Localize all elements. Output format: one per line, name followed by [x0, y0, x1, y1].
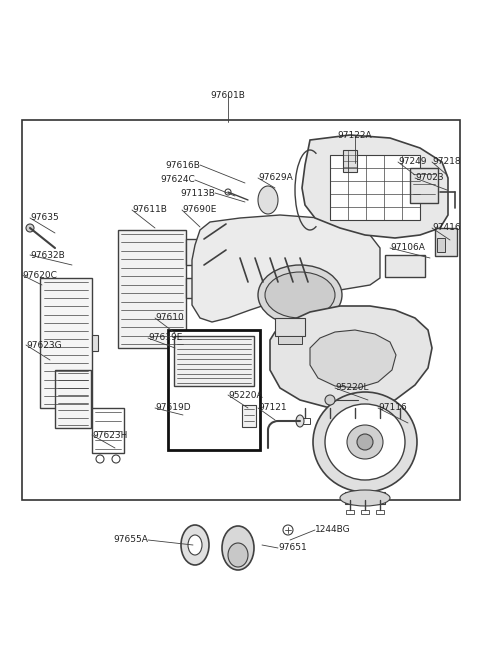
Text: 97611B: 97611B	[132, 206, 167, 214]
Ellipse shape	[296, 415, 304, 427]
Bar	[242, 405, 256, 427]
Text: 97616B: 97616B	[165, 160, 200, 170]
Bar	[375, 418, 385, 424]
Text: 97619E: 97619E	[148, 333, 182, 343]
Text: 97629A: 97629A	[258, 174, 293, 183]
Ellipse shape	[222, 526, 254, 570]
Ellipse shape	[357, 434, 373, 450]
Text: 97249: 97249	[398, 157, 427, 166]
Ellipse shape	[228, 543, 248, 567]
Polygon shape	[192, 215, 380, 322]
Text: 97623G: 97623G	[26, 341, 61, 350]
Text: 97113B: 97113B	[180, 189, 215, 198]
Text: 1244BG: 1244BG	[315, 525, 350, 534]
Text: 97121: 97121	[258, 403, 287, 413]
Bar	[437, 238, 445, 252]
Bar	[343, 150, 357, 172]
Ellipse shape	[340, 490, 390, 506]
Bar	[92, 408, 124, 453]
Circle shape	[112, 455, 120, 463]
Text: 97619D: 97619D	[155, 403, 191, 413]
Text: 97601B: 97601B	[211, 90, 245, 100]
Text: 97122A: 97122A	[338, 130, 372, 140]
Bar	[118, 230, 186, 348]
Ellipse shape	[265, 272, 335, 318]
Bar	[350, 418, 360, 424]
Text: 97632B: 97632B	[30, 250, 65, 259]
Ellipse shape	[258, 186, 278, 214]
Bar	[376, 510, 384, 514]
Circle shape	[230, 231, 242, 243]
Bar	[330, 155, 420, 220]
Bar	[174, 336, 254, 386]
Text: 95220L: 95220L	[335, 383, 369, 392]
Bar	[385, 255, 425, 277]
Bar	[186, 278, 204, 298]
Ellipse shape	[258, 265, 342, 325]
Bar	[22, 120, 460, 500]
Bar	[346, 510, 354, 514]
Text: 97651: 97651	[278, 544, 307, 553]
Ellipse shape	[325, 404, 405, 480]
Text: 97610: 97610	[155, 314, 184, 322]
Bar	[361, 510, 369, 514]
Bar	[275, 318, 305, 336]
Bar	[410, 168, 438, 203]
Ellipse shape	[313, 392, 417, 492]
Bar	[55, 370, 91, 428]
Text: 97620C: 97620C	[22, 271, 57, 280]
Bar	[435, 228, 457, 256]
Text: 97624C: 97624C	[160, 176, 195, 185]
Bar	[300, 418, 310, 424]
Circle shape	[96, 455, 104, 463]
Polygon shape	[302, 135, 448, 238]
Text: 97023: 97023	[415, 174, 444, 183]
Polygon shape	[310, 330, 396, 388]
Text: 97690E: 97690E	[182, 206, 216, 214]
Bar	[278, 336, 302, 344]
Bar	[92, 335, 98, 351]
Polygon shape	[270, 306, 432, 408]
Circle shape	[283, 525, 293, 535]
Bar	[325, 418, 335, 424]
Text: 97106A: 97106A	[390, 244, 425, 252]
Text: 97416: 97416	[432, 223, 461, 233]
Text: 97635: 97635	[30, 214, 59, 223]
Text: 97655A: 97655A	[113, 536, 148, 544]
Text: 95220A: 95220A	[228, 390, 263, 400]
Text: 97116: 97116	[378, 403, 407, 413]
Bar	[395, 418, 405, 424]
Ellipse shape	[188, 535, 202, 555]
Ellipse shape	[181, 525, 209, 565]
Bar	[345, 492, 385, 504]
Ellipse shape	[347, 425, 383, 459]
Circle shape	[225, 189, 231, 195]
Bar	[40, 278, 92, 408]
Text: 97623H: 97623H	[92, 430, 127, 440]
Text: 97218: 97218	[432, 157, 461, 166]
Circle shape	[325, 395, 335, 405]
Bar	[186, 239, 204, 265]
Bar	[168, 330, 260, 450]
Circle shape	[26, 224, 34, 232]
